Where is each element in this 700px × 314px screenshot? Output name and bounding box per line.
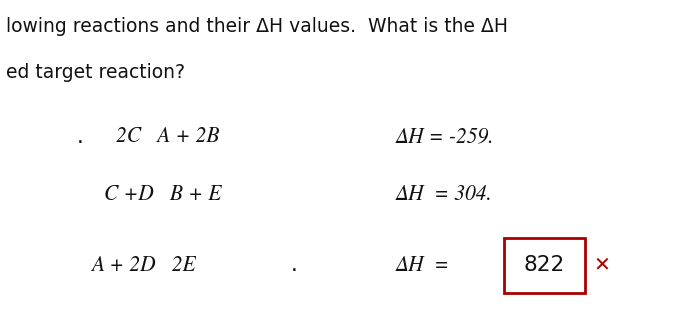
- Text: ΔH = -259.: ΔH = -259.: [395, 126, 494, 147]
- Text: lowing reactions and their ΔH values.  What is the ΔH: lowing reactions and their ΔH values. Wh…: [6, 17, 508, 36]
- Text: C +D → B + E: C +D → B + E: [104, 184, 221, 205]
- Text: .: .: [77, 127, 84, 147]
- Text: 822: 822: [524, 255, 565, 275]
- Text: ΔH  = 304.: ΔH = 304.: [395, 184, 492, 205]
- Text: ed target reaction?: ed target reaction?: [6, 63, 185, 82]
- FancyBboxPatch shape: [504, 238, 584, 293]
- Text: .: .: [290, 255, 298, 275]
- Text: ΔH  =: ΔH =: [395, 255, 449, 276]
- Text: A + 2D → 2E: A + 2D → 2E: [91, 255, 195, 276]
- Text: 2C → A + 2B: 2C → A + 2B: [116, 126, 219, 147]
- Text: ✕: ✕: [594, 256, 610, 275]
